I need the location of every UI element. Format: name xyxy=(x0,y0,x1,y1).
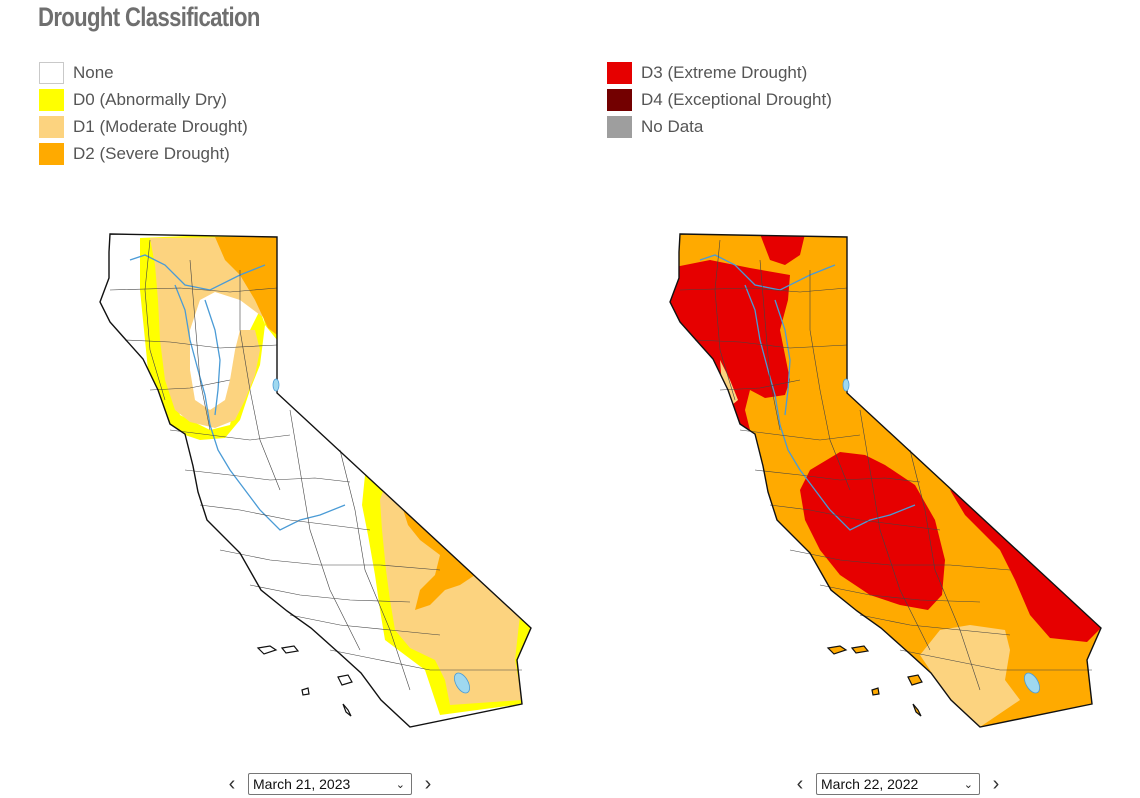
salton-sea-2023 xyxy=(454,672,470,694)
channel-islands-2023 xyxy=(256,645,353,717)
date-select-2023[interactable]: March 21, 2023 ⌄ xyxy=(248,773,412,795)
county-lines-2023 xyxy=(109,239,522,691)
date-select-2022-value: March 22, 2022 xyxy=(821,776,919,792)
state-outline-2022 xyxy=(669,233,1102,728)
date-select-2022[interactable]: March 22, 2022 ⌄ xyxy=(816,773,980,795)
salton-sea-2022 xyxy=(1024,672,1040,694)
legend-label-d0: D0 (Abnormally Dry) xyxy=(73,90,227,109)
drought-map-2023 xyxy=(99,233,532,728)
legend-label-none: None xyxy=(73,63,114,82)
legend-item-no-data: No Data xyxy=(607,114,703,140)
drought-map-2022 xyxy=(669,233,1102,728)
legend-swatch-d3 xyxy=(607,62,632,84)
lake-tahoe-2023 xyxy=(272,378,280,392)
chevron-down-icon: ⌄ xyxy=(963,778,973,791)
drought-regions-2022 xyxy=(670,234,1101,727)
legend-label-d4: D4 (Exceptional Drought) xyxy=(641,90,832,109)
legend-label-d3: D3 (Extreme Drought) xyxy=(641,63,808,82)
legend-item-d0: D0 (Abnormally Dry) xyxy=(39,87,227,113)
chevron-left-icon[interactable]: ‹ xyxy=(228,773,236,795)
page-title: Drought Classification xyxy=(38,2,260,32)
legend-swatch-d1 xyxy=(39,116,64,138)
state-outline-2023 xyxy=(99,233,532,728)
legend-swatch-d4 xyxy=(607,89,632,111)
drought-regions-2023 xyxy=(140,235,531,715)
date-nav-2022: ‹ March 22, 2022 ⌄ › xyxy=(792,772,1004,796)
legend-item-none: None xyxy=(39,60,114,86)
lake-tahoe-2022 xyxy=(842,378,850,392)
legend-item-d1: D1 (Moderate Drought) xyxy=(39,114,248,140)
legend-swatch-no-data xyxy=(607,116,632,138)
date-nav-2023: ‹ March 21, 2023 ⌄ › xyxy=(224,772,436,796)
chevron-down-icon: ⌄ xyxy=(395,778,405,791)
legend-label-d1: D1 (Moderate Drought) xyxy=(73,117,248,136)
legend-item-d4: D4 (Exceptional Drought) xyxy=(607,87,832,113)
legend-item-d3: D3 (Extreme Drought) xyxy=(607,60,807,86)
chevron-left-icon[interactable]: ‹ xyxy=(796,773,804,795)
legend-swatch-d0 xyxy=(39,89,64,111)
legend-swatch-none xyxy=(39,62,64,84)
legend-label-d2: D2 (Severe Drought) xyxy=(73,144,230,163)
date-select-2023-value: March 21, 2023 xyxy=(253,776,351,792)
chevron-right-icon[interactable]: › xyxy=(424,773,432,795)
legend-swatch-d2 xyxy=(39,143,64,165)
chevron-right-icon[interactable]: › xyxy=(992,773,1000,795)
legend-label-no-data: No Data xyxy=(641,117,704,136)
legend-item-d2: D2 (Severe Drought) xyxy=(39,141,230,167)
channel-islands-2022 xyxy=(826,645,923,717)
county-lines-2022 xyxy=(679,239,1092,691)
